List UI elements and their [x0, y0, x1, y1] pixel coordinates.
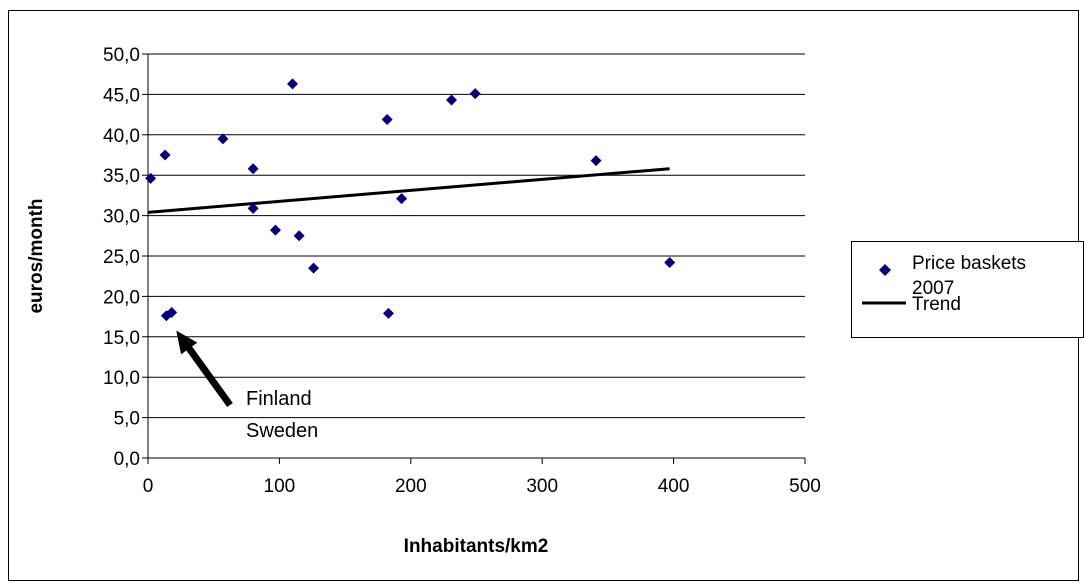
data-point	[446, 94, 458, 106]
data-point	[287, 78, 299, 90]
y-tick-label: 45,0	[103, 85, 140, 106]
data-point	[247, 163, 259, 175]
annotation-label: Finland	[246, 388, 312, 410]
legend-box	[851, 241, 1084, 338]
y-axis-label: euros/month	[26, 198, 47, 313]
y-tick-label: 50,0	[103, 45, 140, 66]
data-point	[396, 193, 408, 205]
x-tick-label: 100	[264, 476, 296, 497]
y-tick-label: 40,0	[103, 126, 140, 147]
annotation-arrow	[186, 346, 233, 408]
x-axis-ticks: 0 100 200 300 400 500	[143, 458, 821, 497]
x-tick-label: 400	[658, 476, 690, 497]
y-tick-label: 0,0	[114, 449, 140, 470]
x-tick-label: 200	[395, 476, 427, 497]
trend-series	[147, 167, 670, 214]
y-axis-ticks: 0,0 5,0 10,0 15,0 20,0 25,0 30,0 35,0 40,0 45,0 50…	[103, 45, 148, 470]
data-point	[664, 256, 676, 268]
x-tick-label: 0	[143, 476, 154, 497]
data-point	[590, 155, 602, 167]
y-tick-label: 25,0	[103, 247, 140, 268]
data-point	[166, 307, 178, 319]
data-point	[247, 202, 259, 214]
data-point	[293, 230, 305, 242]
data-point	[145, 172, 157, 184]
legend-label-price-baskets: Price baskets 2007	[912, 253, 1026, 299]
x-tick-label: 500	[789, 476, 821, 497]
y-tick-label: 20,0	[103, 287, 140, 308]
annotation-arrowhead	[176, 330, 198, 355]
legend-label-trend: Trend	[912, 294, 961, 315]
data-point	[381, 113, 393, 125]
y-tick-label: 10,0	[103, 368, 140, 389]
data-point	[382, 307, 394, 319]
data-point	[217, 133, 229, 145]
data-point	[308, 262, 320, 274]
x-axis-label: Inhabitants/km2	[404, 536, 549, 557]
annotation-label: Sweden	[246, 420, 318, 442]
trend-line	[147, 167, 670, 214]
x-tick-label: 300	[526, 476, 558, 497]
y-tick-label: 5,0	[114, 409, 140, 430]
y-tick-label: 30,0	[103, 207, 140, 228]
y-tick-label: 35,0	[103, 166, 140, 187]
data-point	[469, 88, 481, 100]
y-tick-label: 15,0	[103, 328, 140, 349]
data-point	[159, 149, 171, 161]
legend-marker-price-baskets	[879, 264, 891, 276]
data-point	[269, 224, 281, 236]
price-baskets-series	[145, 78, 676, 322]
annotation: Finland Sweden	[176, 330, 318, 442]
